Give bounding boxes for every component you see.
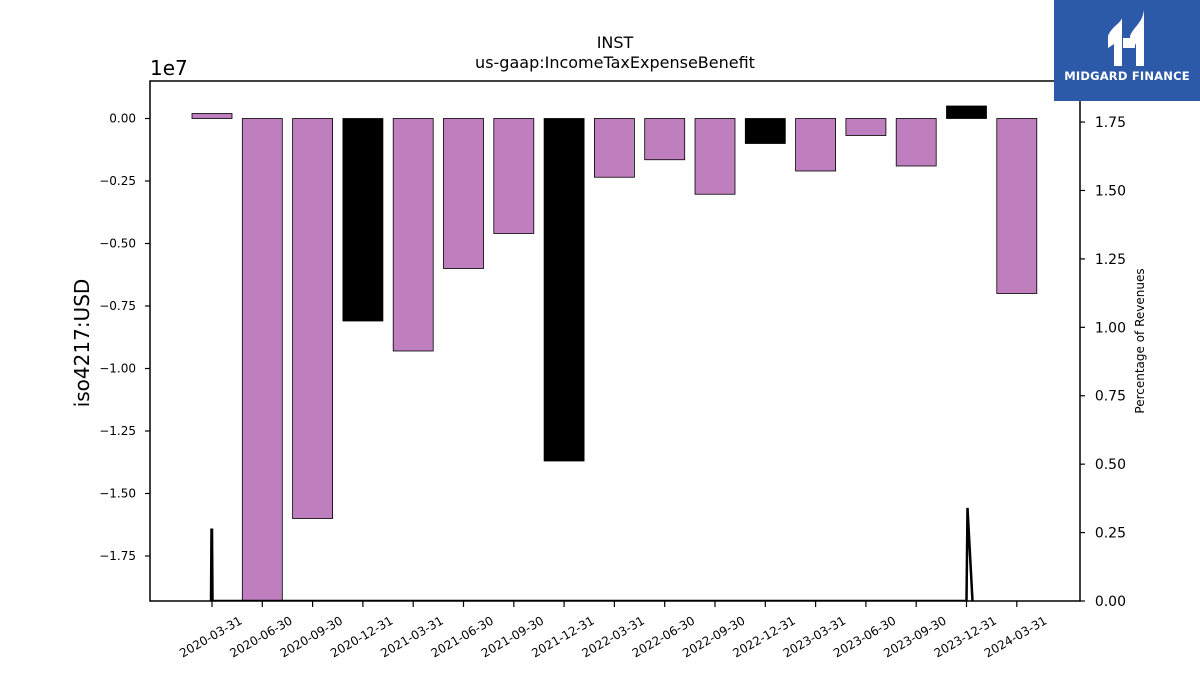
bar-2020-09-30 — [292, 118, 334, 519]
y-tick-label: −0.50 — [99, 237, 136, 251]
y2-tick-label: 0.00 — [1095, 594, 1126, 610]
y2-tick-label: 0.25 — [1095, 526, 1126, 542]
chart-title: INST — [597, 33, 634, 52]
bar-2022-12-31 — [744, 118, 786, 144]
bar-2022-03-31 — [594, 118, 635, 178]
y-tick-label: −0.75 — [99, 299, 136, 313]
bar-2021-03-31 — [392, 118, 434, 352]
y2-tick-label: 0.50 — [1095, 457, 1126, 473]
y-tick-label: −0.25 — [99, 174, 136, 188]
bar-2024-03-31 — [996, 118, 1038, 294]
bar-2021-09-30 — [493, 118, 535, 234]
bar-2023-12-31 — [946, 105, 987, 119]
y-tick-label: −1.25 — [99, 424, 136, 438]
y2-tick-label: 1.50 — [1095, 183, 1126, 199]
bar-2020-06-30 — [241, 118, 283, 601]
logo-text: MIDGARD FINANCE — [1064, 69, 1190, 83]
brand-logo: MIDGARD FINANCE — [1054, 0, 1200, 101]
y2-tick-label: 1.75 — [1095, 115, 1126, 131]
bar-2023-06-30 — [845, 118, 887, 136]
secondary-line-group — [209, 507, 974, 601]
bar-2021-12-31 — [543, 118, 585, 462]
bar-2023-03-31 — [795, 118, 836, 172]
y-tick-label: 0.00 — [109, 112, 136, 126]
y-tick-label: −1.75 — [99, 549, 136, 563]
bar-2023-09-30 — [895, 118, 937, 167]
y-tick-label: −1.00 — [99, 362, 136, 376]
y-tick-label: −1.50 — [99, 487, 136, 501]
bar-2022-06-30 — [644, 118, 686, 161]
bar-2021-06-30 — [443, 118, 484, 269]
bar-2020-12-31 — [342, 118, 384, 322]
y-axis-label: iso4217:USD — [70, 279, 94, 408]
y2-tick-label: 1.00 — [1095, 320, 1126, 336]
chart-subtitle: us-gaap:IncomeTaxExpenseBenefit — [475, 53, 755, 72]
bar-2022-09-30 — [694, 118, 736, 195]
y2-axis-label: Percentage of Revenues — [1133, 268, 1147, 413]
percentage-line — [209, 507, 974, 601]
bars-group — [191, 105, 1038, 601]
bar-2020-03-31 — [191, 113, 233, 119]
logo-mark-icon — [1108, 10, 1144, 66]
y2-tick-label: 1.25 — [1095, 252, 1126, 268]
y-axis-offset-label: 1e7 — [150, 56, 188, 80]
y2-tick-label: 0.75 — [1095, 389, 1126, 405]
